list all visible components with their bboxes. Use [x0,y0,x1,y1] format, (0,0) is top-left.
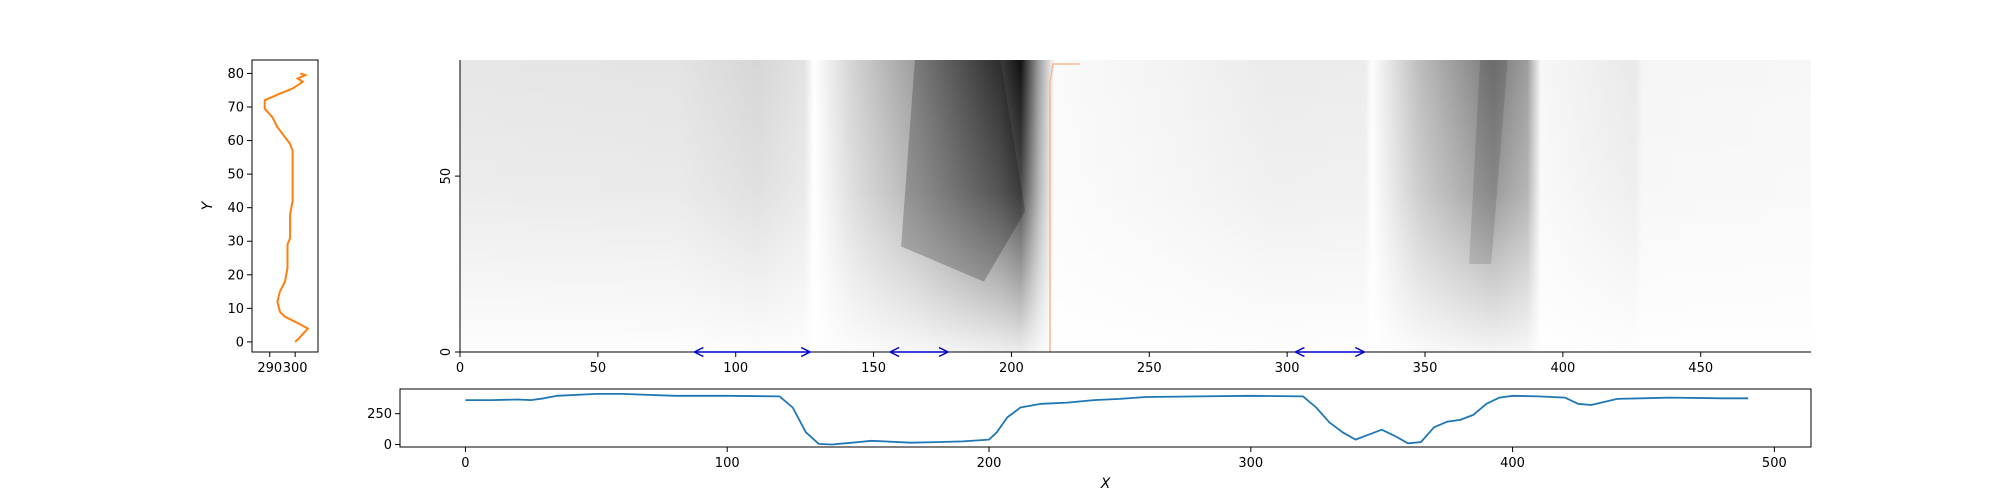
left-ytick-label: 10 [227,302,244,317]
left-plot-frame [251,59,319,353]
main-heatmap-panel: 0 50 100 150 200 250 300 350 400 450 0 50 [439,60,1811,376]
main-xtick-label: 300 [1275,361,1300,376]
left-ytick-label: 50 [227,168,244,183]
left-ytick-label: 60 [227,134,244,149]
bottom-plot-frame [399,388,1812,448]
bottom-profile-line [465,393,1749,446]
vertical-marker [1049,63,1081,352]
left-ytick-label: 80 [227,67,244,82]
bottom-xtick-label: 300 [1238,456,1263,471]
left-xtick-label: 300 [283,361,308,376]
main-xtick-label: 100 [723,361,748,376]
range-arrow-head-left [888,346,900,358]
left-ytick-label: 40 [227,201,244,216]
left-ylabel: Y [200,200,216,210]
left-profile-line [263,72,310,343]
left-ytick-label: 70 [227,100,244,115]
range-arrow-head-left [1293,346,1305,358]
left-ytick-label: 20 [227,268,244,283]
main-xtick-label: 50 [590,361,607,376]
left-xtick-label: 290 [257,361,282,376]
range-arrow-head-right [800,346,812,358]
main-xtick-label: 350 [1413,361,1438,376]
bottom-xtick-label: 100 [715,456,740,471]
main-xtick-label: 150 [861,361,886,376]
left-ytick-label: 30 [227,235,244,250]
bottom-xtick-label: 400 [1500,456,1525,471]
main-ytick-label: 0 [439,348,454,356]
range-arrow-head-left [692,346,704,358]
bottom-profile-panel: 0 100 200 300 400 500 0 250 X [367,388,1812,492]
bottom-ytick-label: 250 [367,407,392,422]
bottom-xtick-label: 200 [977,456,1002,471]
heatmap-dark-wedge [901,60,1026,282]
heatmap-dark-streak [1469,60,1508,264]
range-arrow-head-right [938,346,950,358]
bottom-xtick-label: 0 [461,456,469,471]
main-xtick-label: 400 [1550,361,1575,376]
bottom-xtick-label: 500 [1762,456,1787,471]
left-profile-panel: 0 10 20 30 40 50 60 70 80 290 300 Y [200,59,319,376]
heatmap-vertical-fade [460,60,1811,352]
bottom-ytick-label: 0 [384,438,392,453]
range-arrow-head-right [1355,346,1367,358]
main-xtick-label: 450 [1688,361,1713,376]
main-xtick-label: 200 [999,361,1024,376]
main-ytick-label: 50 [439,168,454,185]
main-xtick-label: 0 [456,361,464,376]
left-ytick-label: 0 [236,335,244,350]
bottom-xlabel: X [1100,476,1111,492]
main-xtick-label: 250 [1137,361,1162,376]
